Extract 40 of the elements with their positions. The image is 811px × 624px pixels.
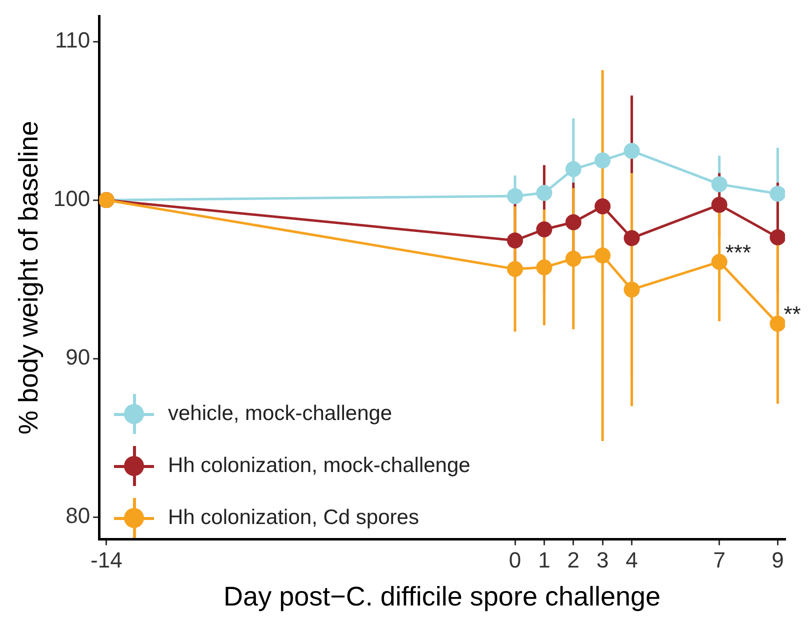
annotation: ***	[725, 240, 752, 265]
legend-label: vehicle, mock-challenge	[168, 402, 392, 426]
y-tick-label: 80	[66, 503, 90, 528]
y-axis-title: % body weight of baseline	[14, 120, 44, 435]
x-tick-label: 1	[538, 547, 550, 572]
point	[711, 196, 728, 213]
x-tick-label: 0	[508, 547, 522, 572]
point	[770, 316, 785, 332]
point	[507, 232, 524, 248]
point	[536, 221, 552, 238]
point	[770, 186, 785, 202]
point	[536, 184, 552, 201]
y-tick-label: 110	[55, 28, 90, 53]
point	[624, 142, 640, 159]
point	[594, 152, 611, 168]
point	[565, 214, 582, 230]
x-tick-label: 4	[626, 547, 638, 572]
legend-label: Hh colonization, Cd spores	[168, 506, 419, 530]
x-tick-label: 7	[713, 547, 726, 572]
point	[711, 254, 728, 270]
y-tick-label: 90	[66, 344, 90, 370]
point	[507, 188, 524, 204]
point	[565, 250, 582, 267]
point	[594, 248, 611, 264]
point	[507, 260, 524, 277]
y-tick-label: 100	[53, 186, 90, 212]
point	[711, 176, 728, 192]
point	[536, 259, 552, 276]
annotation: **	[784, 302, 802, 327]
legend-label: Hh colonization, mock-challenge	[168, 454, 470, 478]
x-tick-label: 9	[772, 547, 784, 572]
point	[565, 161, 582, 178]
x-tick-label: 3	[596, 547, 609, 572]
x-axis-title: Day post−C. difficile spore challenge	[224, 581, 661, 612]
point	[624, 230, 640, 246]
point	[770, 229, 785, 246]
point	[594, 198, 611, 214]
point	[624, 282, 640, 298]
x-tick-label: 2	[567, 547, 580, 572]
x-tick-label: -14	[90, 547, 122, 572]
